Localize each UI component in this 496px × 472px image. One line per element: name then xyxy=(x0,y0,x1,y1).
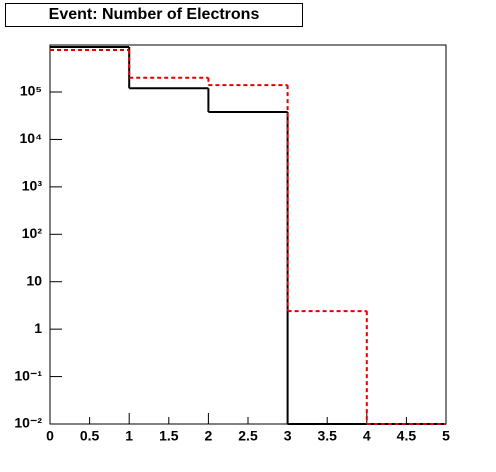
y-tick-label: 10⁻² xyxy=(14,415,42,431)
y-tick-label: 10² xyxy=(22,225,43,241)
y-tick-label: 1 xyxy=(34,320,42,336)
title-box xyxy=(5,3,303,27)
x-tick-label: 3.5 xyxy=(317,428,337,444)
x-tick-label: 1.5 xyxy=(159,428,179,444)
x-tick-label: 5 xyxy=(442,428,450,444)
x-tick-label: 4.5 xyxy=(397,428,417,444)
y-tick-label: 10 xyxy=(26,272,42,288)
x-tick-label: 2 xyxy=(205,428,213,444)
x-tick-label: 1 xyxy=(125,428,133,444)
x-tick-label: 2.5 xyxy=(238,428,258,444)
x-tick-label: 0.5 xyxy=(80,428,100,444)
y-tick-label: 10⁴ xyxy=(20,130,43,146)
x-tick-label: 3 xyxy=(284,428,292,444)
y-tick-label: 10⁻¹ xyxy=(14,367,42,383)
y-tick-label: 10⁵ xyxy=(20,83,42,99)
chart-title: Event: Number of Electrons xyxy=(49,6,260,23)
y-tick-label: 10³ xyxy=(22,178,43,194)
x-tick-label: 0 xyxy=(46,428,54,444)
x-tick-label: 4 xyxy=(363,428,371,444)
